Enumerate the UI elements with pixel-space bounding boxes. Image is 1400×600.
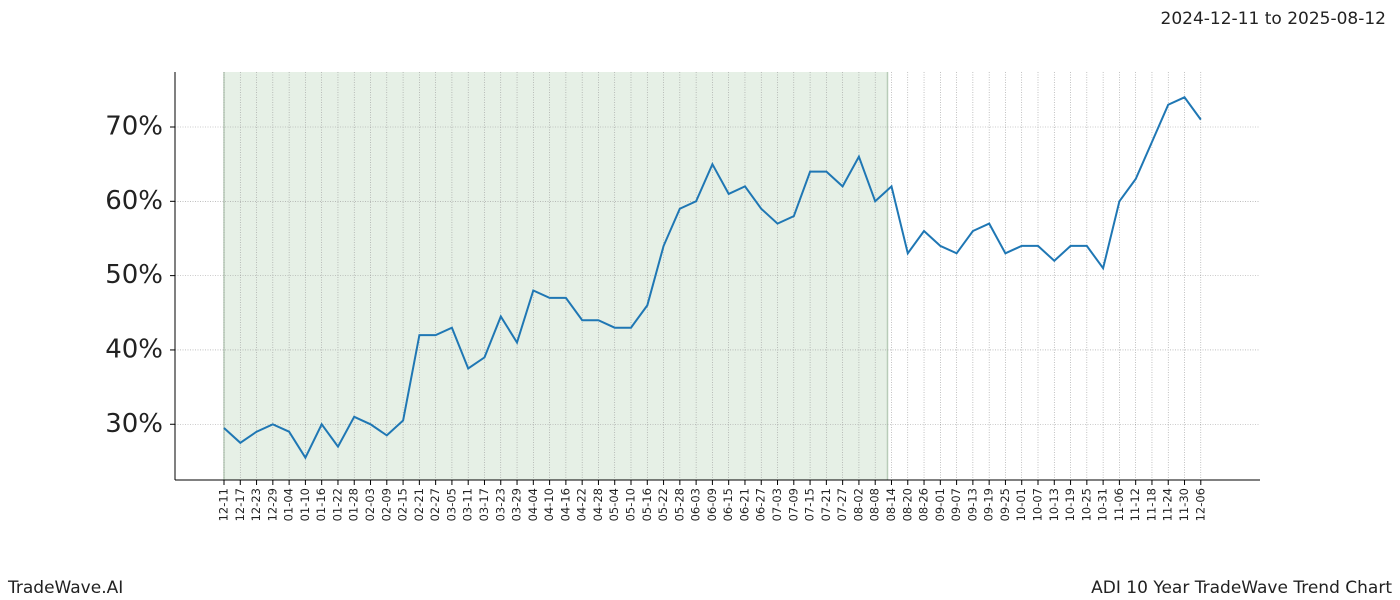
shaded-region bbox=[224, 72, 888, 480]
x-tick-label: 05-10 bbox=[624, 488, 638, 521]
y-tick-label: 40% bbox=[105, 334, 163, 364]
x-tick-label: 04-10 bbox=[542, 488, 556, 521]
x-tick-label: 07-15 bbox=[803, 488, 817, 521]
x-tick-label: 01-28 bbox=[347, 488, 361, 521]
chart-title: ADI 10 Year TradeWave Trend Chart bbox=[1091, 578, 1392, 598]
x-tick-label: 12-17 bbox=[233, 488, 247, 521]
x-tick-label: 03-23 bbox=[493, 488, 507, 521]
x-tick-label: 02-15 bbox=[396, 488, 410, 521]
x-tick-label: 09-19 bbox=[982, 488, 996, 521]
x-tick-label: 08-26 bbox=[917, 488, 931, 521]
x-tick-label: 05-28 bbox=[672, 488, 686, 521]
x-tick-label: 12-11 bbox=[217, 488, 231, 521]
x-tick-label: 05-16 bbox=[640, 488, 654, 521]
x-tick-label: 01-04 bbox=[282, 488, 296, 521]
x-tick-label: 12-23 bbox=[249, 488, 263, 521]
x-tick-label: 05-04 bbox=[607, 488, 621, 521]
x-tick-label: 08-20 bbox=[900, 488, 914, 521]
x-tick-label: 11-24 bbox=[1161, 488, 1175, 521]
x-tick-label: 10-31 bbox=[1096, 488, 1110, 521]
x-tick-label: 03-05 bbox=[444, 488, 458, 521]
x-tick-label: 02-27 bbox=[428, 488, 442, 521]
x-tick-label: 04-16 bbox=[558, 488, 572, 521]
x-tick-label: 09-01 bbox=[933, 488, 947, 521]
x-tick-label: 02-03 bbox=[363, 488, 377, 521]
x-tick-label: 07-21 bbox=[819, 488, 833, 521]
x-tick-label: 01-16 bbox=[314, 488, 328, 521]
x-tick-label: 12-29 bbox=[265, 488, 279, 521]
x-tick-label: 10-19 bbox=[1063, 488, 1077, 521]
brand: TradeWave.AI bbox=[7, 578, 123, 598]
x-tick-label: 02-21 bbox=[412, 488, 426, 521]
x-tick-label: 06-09 bbox=[705, 488, 719, 521]
y-tick-label: 30% bbox=[105, 409, 163, 439]
x-tick-label: 03-29 bbox=[510, 488, 524, 521]
y-tick-label: 60% bbox=[105, 186, 163, 216]
y-tick-label: 70% bbox=[105, 111, 163, 141]
x-tick-label: 06-03 bbox=[689, 488, 703, 521]
x-tick-label: 07-27 bbox=[835, 488, 849, 521]
x-tick-label: 11-30 bbox=[1177, 488, 1191, 521]
x-tick-label: 09-13 bbox=[965, 488, 979, 521]
x-tick-label: 10-13 bbox=[1047, 488, 1061, 521]
x-tick-label: 01-10 bbox=[298, 488, 312, 521]
x-tick-label: 10-25 bbox=[1079, 488, 1093, 521]
x-tick-label: 06-15 bbox=[721, 488, 735, 521]
x-tick-label: 03-11 bbox=[461, 488, 475, 521]
x-tick-label: 03-17 bbox=[477, 488, 491, 521]
x-tick-label: 07-03 bbox=[770, 488, 784, 521]
x-tick-label: 10-01 bbox=[1014, 488, 1028, 521]
x-tick-label: 06-27 bbox=[754, 488, 768, 521]
y-tick-label: 50% bbox=[105, 260, 163, 290]
x-tick-label: 05-22 bbox=[656, 488, 670, 521]
x-tick-label: 08-02 bbox=[851, 488, 865, 521]
trend-line bbox=[223, 96, 1202, 460]
x-tick-label: 01-22 bbox=[330, 488, 344, 521]
x-tick-label: 04-22 bbox=[575, 488, 589, 521]
x-tick-label: 10-07 bbox=[1031, 488, 1045, 521]
x-tick-label: 07-09 bbox=[786, 488, 800, 521]
x-tick-label: 08-08 bbox=[868, 488, 882, 521]
x-tick-label: 09-07 bbox=[949, 488, 963, 521]
x-tick-label: 06-21 bbox=[737, 488, 751, 521]
x-tick-label: 04-28 bbox=[591, 488, 605, 521]
date-range: 2024-12-11 to 2025-08-12 bbox=[1161, 9, 1386, 29]
x-tick-label: 11-12 bbox=[1128, 488, 1142, 521]
x-tick-label: 09-25 bbox=[998, 488, 1012, 521]
x-tick-label: 04-04 bbox=[526, 488, 540, 521]
x-tick-label: 11-06 bbox=[1112, 488, 1126, 521]
x-tick-label: 12-06 bbox=[1193, 488, 1207, 521]
x-tick-label: 08-14 bbox=[884, 488, 898, 521]
x-tick-label: 11-18 bbox=[1144, 488, 1158, 521]
x-tick-label: 02-09 bbox=[379, 488, 393, 521]
